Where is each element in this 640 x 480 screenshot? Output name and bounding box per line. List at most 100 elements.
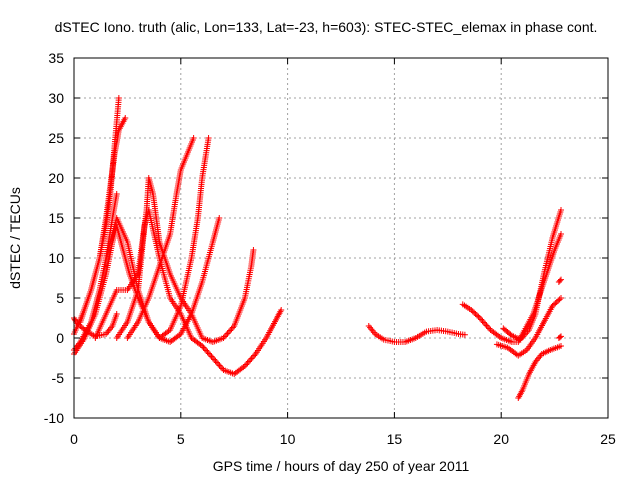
x-tick-label: 25 [600,431,616,447]
data-series [555,333,565,341]
y-tick-label: 25 [48,130,64,146]
data-point [207,352,214,358]
y-tick-label: 5 [56,290,64,306]
y-tick-label: -10 [44,410,64,426]
chart-title: dSTEC Iono. truth (alic, Lon=133, Lat=-2… [55,19,598,35]
data-point [484,324,491,330]
y-tick-label: 20 [48,170,64,186]
data-points [71,95,565,401]
data-point [469,308,476,315]
data-point [244,360,251,366]
x-tick-label: 15 [387,431,403,447]
data-series [124,135,197,341]
data-point [479,318,486,324]
data-series [71,215,223,357]
data-point [216,215,223,221]
data-point [461,331,468,338]
data-series [77,115,129,325]
axis-ticks [73,57,609,419]
x-tick-label: 20 [493,431,509,447]
data-point [472,311,479,317]
data-point [558,231,565,237]
data-point [249,354,256,360]
data-point [471,309,478,316]
y-tick-label: 15 [48,210,64,226]
data-point [555,297,562,304]
data-point [223,332,230,338]
y-tick-labels: -10 -5 0 5 10 15 20 25 30 35 [44,50,64,426]
plot-frame [73,57,609,419]
data-point [216,362,223,369]
data-series [113,207,285,377]
data-point [556,277,563,284]
y-tick-label: 30 [48,90,64,106]
y-tick-label: 10 [48,250,64,266]
data-point [468,307,475,313]
data-point [205,135,212,141]
data-point [507,331,514,338]
data-point [77,323,84,329]
data-point [224,330,231,337]
data-point [473,312,480,319]
data-point [248,355,255,362]
data-point [476,315,483,321]
data-point [228,326,235,332]
data-point [208,353,215,360]
data-point [475,313,482,320]
data-point [482,321,489,327]
x-tick-label: 5 [177,431,185,447]
data-point [190,135,197,141]
data-point [200,344,207,351]
data-point [113,311,120,317]
data-point [243,361,250,368]
data-series [515,343,565,401]
y-tick-label: 0 [56,330,64,346]
x-tick-label: 10 [280,431,296,447]
x-tick-labels: 0 5 10 15 20 25 [70,431,616,447]
y-axis-label: dSTEC / TECUs [7,187,23,289]
y-tick-label: -5 [52,370,65,386]
data-point [549,303,556,309]
data-point [80,325,87,332]
data-series [493,295,565,359]
data-point [213,359,220,366]
data-point [203,347,210,354]
data-series [365,323,468,345]
data-point [478,316,485,323]
data-point [556,334,563,341]
data-point [245,358,252,365]
data-point [209,355,216,361]
data-point [74,320,81,327]
data-series [103,135,212,341]
x-tick-label: 0 [70,431,78,447]
data-point [217,364,224,370]
data-point [247,357,254,363]
data-point [552,300,559,307]
data-point [558,276,565,283]
data-point [250,247,257,253]
data-series [555,276,565,285]
data-point [553,299,560,305]
data-point [75,321,82,328]
data-point [550,301,557,308]
data-point [227,327,234,334]
data-point [204,349,211,355]
data-point [278,307,285,313]
data-point [201,346,208,352]
data-point [558,207,565,213]
data-point [122,115,129,121]
x-axis-label: GPS time / hours of day 250 of year 2011 [213,458,470,474]
data-point [225,329,232,335]
data-series [500,207,565,343]
data-point [215,361,222,367]
data-point [558,295,565,301]
data-point [558,343,565,349]
data-point [558,333,565,340]
data-point [556,296,563,303]
data-point [483,322,490,329]
data-point [78,324,85,331]
data-series [92,175,257,345]
y-tick-label: 35 [48,50,64,66]
data-point [205,350,212,357]
